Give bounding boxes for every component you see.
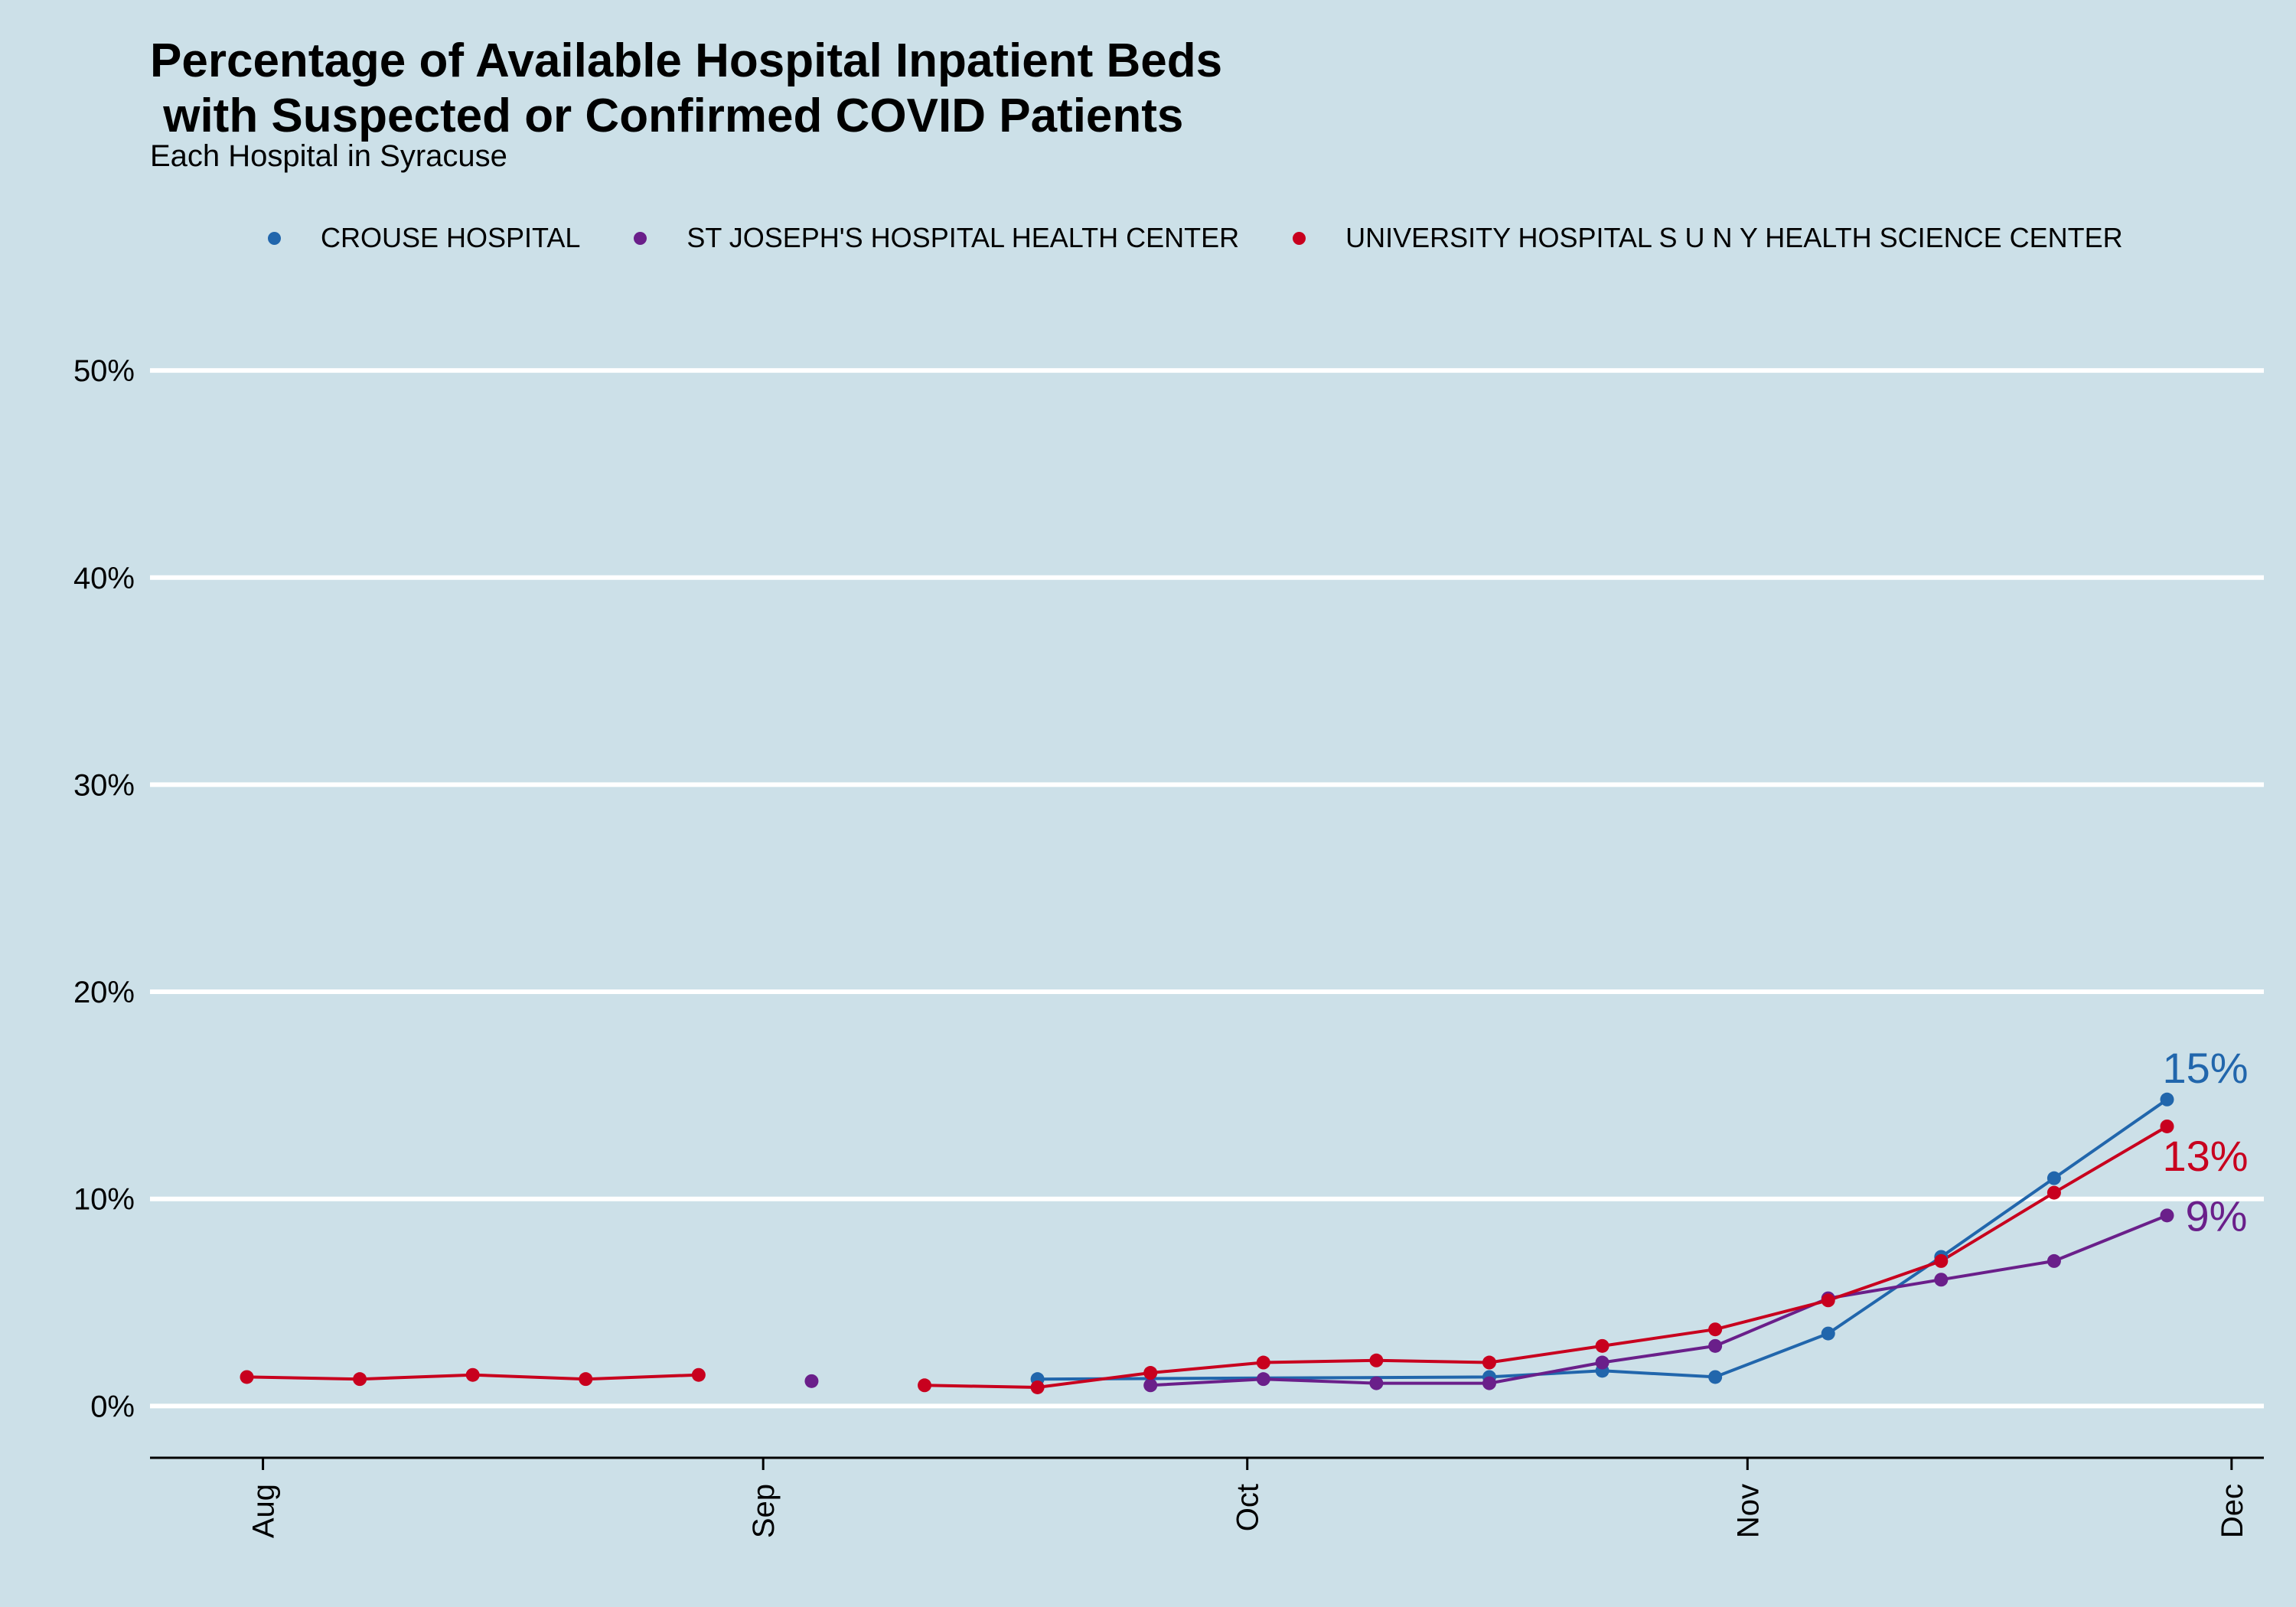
data-point	[1143, 1378, 1158, 1393]
chart-title-block: Percentage of Available Hospital Inpatie…	[150, 34, 1222, 173]
series-line	[1037, 1098, 2168, 1381]
data-point	[1821, 1293, 1835, 1308]
data-point	[2160, 1092, 2174, 1107]
data-point	[579, 1372, 593, 1387]
data-point	[804, 1374, 819, 1388]
series-line	[1150, 1214, 2168, 1387]
y-tick-label: 50%	[73, 354, 135, 388]
data-point	[1143, 1366, 1158, 1380]
data-point	[1821, 1326, 1835, 1341]
y-tick-label: 40%	[73, 562, 135, 595]
data-point	[2160, 1119, 2174, 1133]
data-point	[1708, 1370, 1723, 1384]
data-point	[1595, 1355, 1609, 1370]
legend-dot-crouse	[268, 231, 281, 245]
legend-dot-st-josephs	[634, 231, 647, 245]
series-line	[924, 1125, 2168, 1389]
data-point	[353, 1372, 367, 1387]
legend-item-crouse: CROUSE HOSPITAL	[268, 222, 580, 254]
data-point	[1030, 1380, 1045, 1394]
data-point	[1934, 1273, 1949, 1287]
data-point	[2047, 1171, 2061, 1185]
data-point	[465, 1367, 480, 1382]
data-point	[1369, 1353, 1384, 1367]
y-tick-label: 10%	[73, 1183, 135, 1217]
labels-layer: 15% 9% 13%	[2162, 1044, 2248, 1240]
data-point	[1482, 1355, 1496, 1370]
lines-layer	[246, 1098, 2168, 1389]
legend-label-st-josephs: ST JOSEPH'S HOSPITAL HEALTH CENTER	[687, 222, 1240, 253]
data-point	[1482, 1376, 1496, 1390]
chart-subtitle: Each Hospital in Syracuse	[150, 139, 507, 173]
data-point	[1595, 1338, 1609, 1353]
axis-layer: 0% 10% 20% 30% 40% 50% Aug Sep Oct Nov Dec	[73, 354, 2264, 1538]
series-end-label: 15%	[2162, 1044, 2248, 1092]
legend-label-university: UNIVERSITY HOSPITAL S U N Y HEALTH SCIEN…	[1345, 222, 2123, 253]
y-tick-label: 30%	[73, 768, 135, 802]
data-point	[2047, 1185, 2061, 1200]
legend-item-university: UNIVERSITY HOSPITAL S U N Y HEALTH SCIEN…	[1293, 222, 2123, 254]
data-point	[2047, 1253, 2061, 1268]
chart-title-line-2: with Suspected or Confirmed COVID Patien…	[150, 90, 1184, 142]
y-tick-label: 20%	[73, 976, 135, 1009]
x-tick-label: Sep	[747, 1484, 781, 1538]
series-end-label: 13%	[2162, 1132, 2248, 1180]
data-point	[1934, 1253, 1949, 1268]
data-point	[1708, 1338, 1723, 1353]
x-tick-label: Aug	[247, 1484, 281, 1538]
legend-dot-university	[1293, 231, 1306, 245]
series-end-label: 9%	[2185, 1191, 2247, 1240]
data-point	[2160, 1208, 2174, 1223]
points-layer	[240, 1092, 2174, 1394]
x-tick-label: Oct	[1231, 1484, 1265, 1531]
x-tick-label: Nov	[1731, 1484, 1765, 1538]
data-point	[691, 1367, 706, 1382]
y-tick-label: 0%	[90, 1390, 135, 1423]
x-tick-label: Dec	[2216, 1484, 2249, 1538]
legend-label-crouse: CROUSE HOSPITAL	[321, 222, 581, 253]
data-point	[240, 1370, 254, 1384]
chart-title-line-1: Percentage of Available Hospital Inpatie…	[150, 34, 1223, 87]
data-point	[1369, 1376, 1384, 1390]
grid-layer	[150, 368, 2264, 1409]
legend-item-st-josephs: ST JOSEPH'S HOSPITAL HEALTH CENTER	[634, 222, 1239, 254]
data-point	[1256, 1372, 1270, 1387]
data-point	[1708, 1322, 1723, 1337]
legend: CROUSE HOSPITAL ST JOSEPH'S HOSPITAL HEA…	[268, 222, 2123, 254]
data-point	[1256, 1355, 1270, 1370]
data-point	[918, 1378, 932, 1393]
